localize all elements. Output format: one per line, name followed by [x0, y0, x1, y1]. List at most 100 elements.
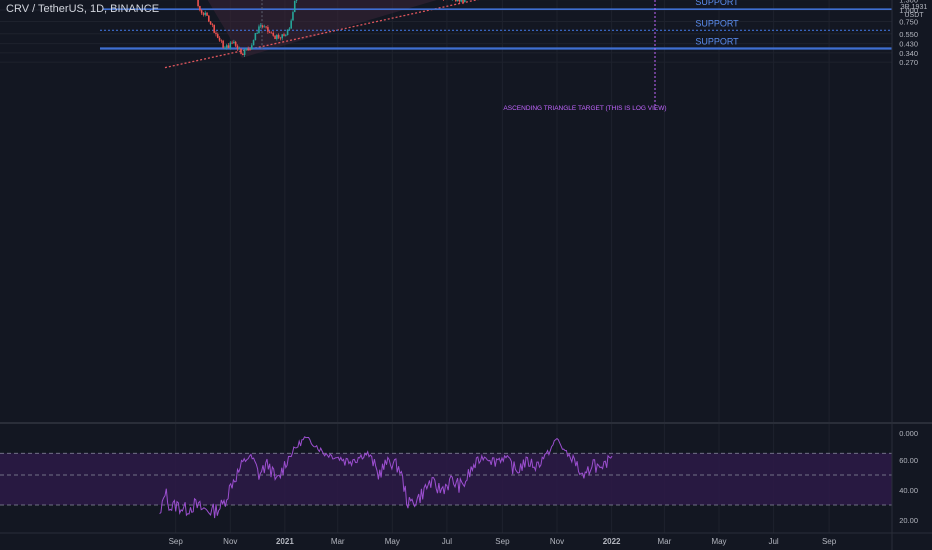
candle-body — [213, 25, 215, 33]
support-label: SUPPORT — [695, 18, 739, 28]
candle-body — [249, 49, 251, 50]
currency-small: 3R 1931 — [900, 4, 928, 11]
candles — [197, 0, 467, 57]
candle-body — [293, 0, 296, 13]
candle-body — [292, 12, 294, 21]
candle-body — [224, 47, 226, 49]
candle-body — [288, 28, 291, 30]
rsi-line — [159, 436, 613, 519]
x-tick-label: 2021 — [276, 537, 294, 546]
candle-body — [272, 32, 275, 36]
candle-body — [209, 21, 212, 25]
candle-body — [274, 35, 276, 39]
candle-body — [462, 0, 464, 2]
candle-body — [231, 42, 233, 44]
candle-body — [250, 45, 253, 50]
candle-body — [215, 32, 217, 35]
x-tick-label: Jul — [442, 537, 452, 546]
candle-body — [270, 32, 273, 34]
x-tick-label: Sep — [169, 537, 184, 546]
candle-body — [259, 25, 262, 27]
candle-body — [247, 48, 250, 50]
candle-body — [456, 0, 459, 2]
candle-body — [279, 37, 282, 39]
candle-body — [276, 34, 278, 39]
candle-body — [277, 34, 280, 38]
candle-body — [225, 45, 228, 48]
y-tick-label: 1.000 — [899, 6, 918, 15]
candle-body — [268, 31, 271, 33]
candle-body — [290, 20, 292, 29]
x-tick-label: Nov — [223, 537, 237, 546]
currency-unit: USDT — [904, 12, 924, 19]
candle-body — [236, 45, 239, 49]
support-label: SUPPORT — [695, 0, 739, 7]
x-tick-label: Mar — [658, 537, 672, 546]
candle-body — [206, 12, 208, 16]
triangle-fill — [207, 0, 437, 58]
symbol-title[interactable]: CRV / TetherUS, 1D, BINANCE — [6, 3, 160, 15]
target-annotation: ASCENDING TRIANGLE TARGET (THIS IS LOG V… — [503, 105, 666, 112]
candle-body — [222, 40, 224, 48]
y-tick-label: 0.550 — [899, 30, 918, 39]
y-tick-label: 1.300 — [899, 0, 918, 5]
candle-body — [281, 34, 284, 39]
currency-label: 3R 1931 USDT — [897, 4, 931, 20]
candle-body — [243, 49, 246, 55]
candle-body — [233, 41, 235, 44]
candle-body — [283, 34, 285, 36]
rsi-tick-label: 20.00 — [899, 516, 918, 525]
candle-body — [460, 0, 463, 2]
x-tick-label: May — [385, 537, 400, 546]
candle-body — [242, 53, 244, 55]
candle-body — [199, 5, 201, 11]
candle-body — [261, 25, 264, 28]
candle-body — [234, 41, 237, 46]
candle-body — [202, 13, 205, 15]
y-tick-label: 0.430 — [899, 40, 918, 49]
candle-body — [256, 32, 258, 34]
candle-body — [245, 48, 248, 50]
x-tick-label: Nov — [550, 537, 564, 546]
y-tick-label: 0.340 — [899, 49, 918, 58]
x-tick-label: Sep — [495, 537, 510, 546]
candle-body — [265, 26, 267, 28]
candle-body — [211, 24, 214, 26]
y-tick-label: 0.750 — [899, 17, 918, 26]
x-tick-label: Mar — [331, 537, 345, 546]
candle-body — [252, 40, 255, 46]
x-tick-label: 2022 — [603, 537, 621, 546]
candle-body — [455, 0, 457, 2]
candle-body — [464, 0, 466, 2]
x-tick-label: Jul — [768, 537, 778, 546]
candle-body — [197, 0, 199, 6]
rsi-tick-label: 60.00 — [899, 456, 918, 465]
candle-body — [284, 35, 287, 36]
rsi-tick-label: 40.00 — [899, 486, 918, 495]
support-label: SUPPORT — [695, 36, 739, 46]
rsi-tick-label: 0.000 — [899, 429, 918, 438]
candle-body — [295, 0, 298, 1]
candle-body — [254, 33, 257, 41]
candle-body — [267, 27, 269, 32]
rsi-band — [0, 453, 892, 505]
candle-body — [458, 0, 461, 2]
candle-body — [216, 34, 219, 38]
candle-body — [220, 40, 223, 42]
x-tick-label: Sep — [822, 537, 837, 546]
candle-body — [263, 26, 266, 28]
y-tick-label: 0.270 — [899, 58, 918, 67]
candle-body — [208, 15, 210, 22]
candle-body — [258, 26, 260, 33]
candle-body — [200, 10, 203, 14]
candle-body — [229, 42, 232, 49]
candle-body — [286, 29, 289, 36]
candle-body — [218, 37, 221, 41]
candle-body — [227, 45, 230, 49]
candle-body — [238, 48, 241, 50]
candle-body — [240, 48, 242, 54]
x-tick-label: May — [711, 537, 726, 546]
candle-body — [204, 12, 207, 15]
